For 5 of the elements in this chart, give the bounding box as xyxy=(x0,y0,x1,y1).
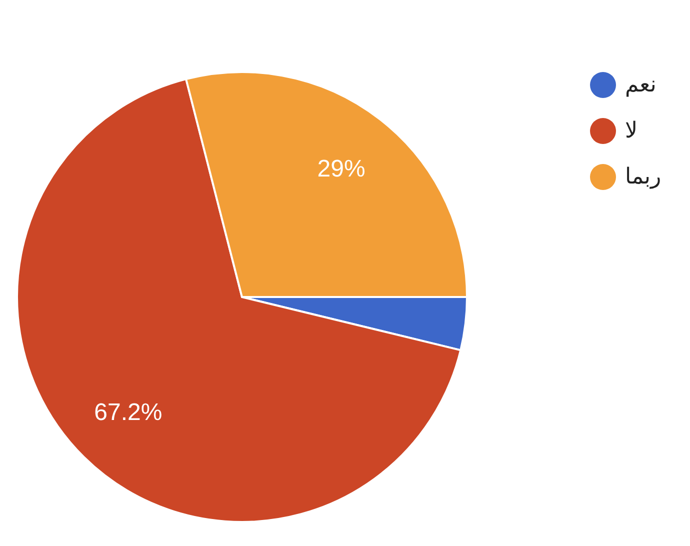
legend-label: لا xyxy=(625,118,638,144)
data-label: 29% xyxy=(317,155,366,182)
legend-label: نعم xyxy=(625,72,656,98)
legend-label: ربما xyxy=(625,164,662,190)
data-label: 67.2% xyxy=(94,398,162,426)
